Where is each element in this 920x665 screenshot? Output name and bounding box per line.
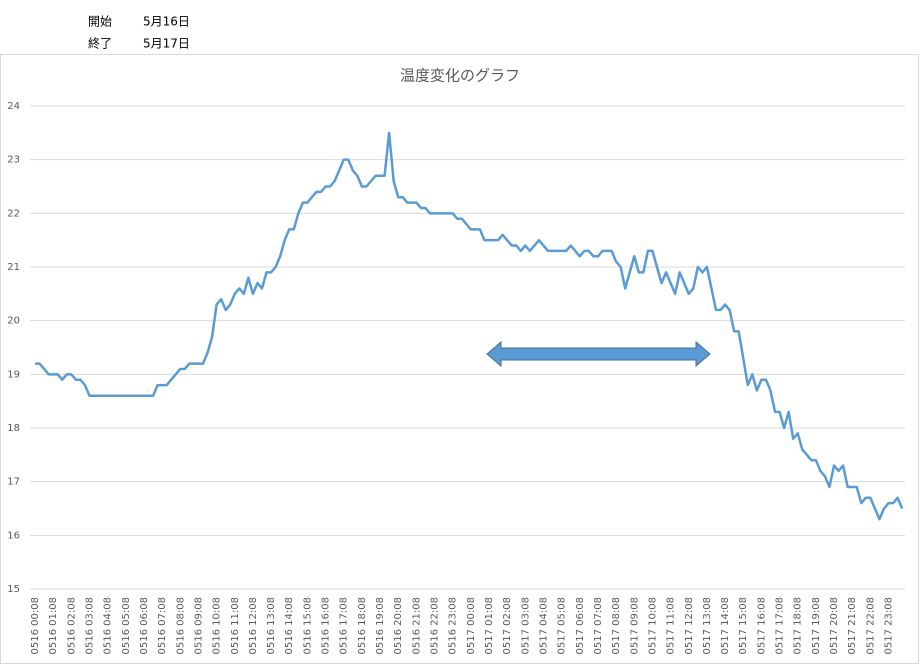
x-tick-label: 0516 22:08 <box>430 597 441 654</box>
y-tick-label: 15 <box>7 584 20 595</box>
x-tick-label: 0517 14:08 <box>720 597 731 654</box>
y-tick-label: 17 <box>7 477 20 488</box>
x-tick-label: 0517 15:08 <box>738 597 749 654</box>
x-tick-label: 0516 16:08 <box>321 597 332 654</box>
end-date: 5月17日 <box>143 37 190 51</box>
plot: 15 16 17 18 19 20 21 22 23 24 0516 00:08 0516 01:08… <box>7 101 905 654</box>
x-tick-label: 0517 07:08 <box>593 597 604 654</box>
x-tick-label: 0516 14:08 <box>284 597 295 654</box>
x-tick-label: 0516 21:08 <box>411 597 422 654</box>
x-tick-label: 0517 01:08 <box>484 597 495 654</box>
x-tick-label: 0516 02:08 <box>66 597 77 654</box>
x-tick-label: 0516 10:08 <box>212 597 223 654</box>
y-tick-label: 20 <box>7 316 20 327</box>
chart-area <box>0 54 919 664</box>
x-tick-label: 0516 19:08 <box>375 597 386 654</box>
arrow <box>486 340 711 368</box>
x-tick-label: 0516 09:08 <box>193 597 204 654</box>
y-tick-label: 19 <box>7 369 20 380</box>
x-tick-label: 0517 22:08 <box>865 597 876 654</box>
x-tick-label: 0517 21:08 <box>847 597 858 654</box>
x-tick-label: 0517 20:08 <box>829 597 840 654</box>
x-tick-label: 0517 00:08 <box>466 597 477 654</box>
x-tick-label: 0517 08:08 <box>611 597 622 654</box>
x-tick-label: 0517 03:08 <box>520 597 531 654</box>
x-tick-label: 0517 05:08 <box>557 597 568 654</box>
y-tick-label: 24 <box>7 101 20 112</box>
temperature-line <box>35 131 904 521</box>
x-tick-label: 0516 08:08 <box>175 597 186 654</box>
x-tick-label: 0517 10:08 <box>647 597 658 654</box>
x-tick-label: 0516 13:08 <box>266 597 277 654</box>
x-tick-label: 0517 04:08 <box>538 597 549 654</box>
x-tick-label: 0516 07:08 <box>157 597 168 654</box>
x-tick-label: 0516 15:08 <box>302 597 313 654</box>
x-tick-label: 0516 11:08 <box>230 597 241 654</box>
y-tick-label: 23 <box>7 155 20 166</box>
x-tick-label: 0516 18:08 <box>357 597 368 654</box>
end-label: 終了 <box>88 36 112 51</box>
x-tick-label: 0516 20:08 <box>393 597 404 654</box>
y-tick-label: 16 <box>7 530 20 541</box>
x-tick-label: 0517 09:08 <box>629 597 640 654</box>
x-tick-label: 0516 23:08 <box>448 597 459 654</box>
x-tick-label: 0517 13:08 <box>702 597 713 654</box>
x-tick-label: 0516 04:08 <box>103 597 114 654</box>
x-tick-label: 0516 00:08 <box>30 597 41 654</box>
x-tick-label: 0517 11:08 <box>666 597 677 654</box>
x-tick-label: 0516 05:08 <box>121 597 132 654</box>
x-tick-label: 0517 23:08 <box>884 597 895 654</box>
start-label: 開始 <box>88 15 112 29</box>
y-tick-label: 21 <box>7 262 20 273</box>
x-tick-label: 0516 17:08 <box>339 597 350 654</box>
x-tick-label: 0517 06:08 <box>575 597 586 654</box>
x-tick-label: 0516 12:08 <box>248 597 259 654</box>
x-tick-label: 0516 03:08 <box>84 597 95 654</box>
x-tick-label: 0517 12:08 <box>684 597 695 654</box>
chart-title: 温度変化のグラフ <box>400 67 520 85</box>
start-date: 5月16日 <box>143 15 190 29</box>
x-tick-label: 0517 02:08 <box>502 597 513 654</box>
x-tick-label: 0517 19:08 <box>811 597 822 654</box>
x-tick-label: 0517 16:08 <box>756 597 767 654</box>
x-tick-label: 0517 17:08 <box>775 597 786 654</box>
x-tick-label: 0516 06:08 <box>139 597 150 654</box>
x-tick-label: 0517 18:08 <box>793 597 804 654</box>
x-tick-label: 0516 01:08 <box>48 597 59 654</box>
y-tick-label: 18 <box>7 423 20 434</box>
y-tick-label: 22 <box>7 208 20 219</box>
